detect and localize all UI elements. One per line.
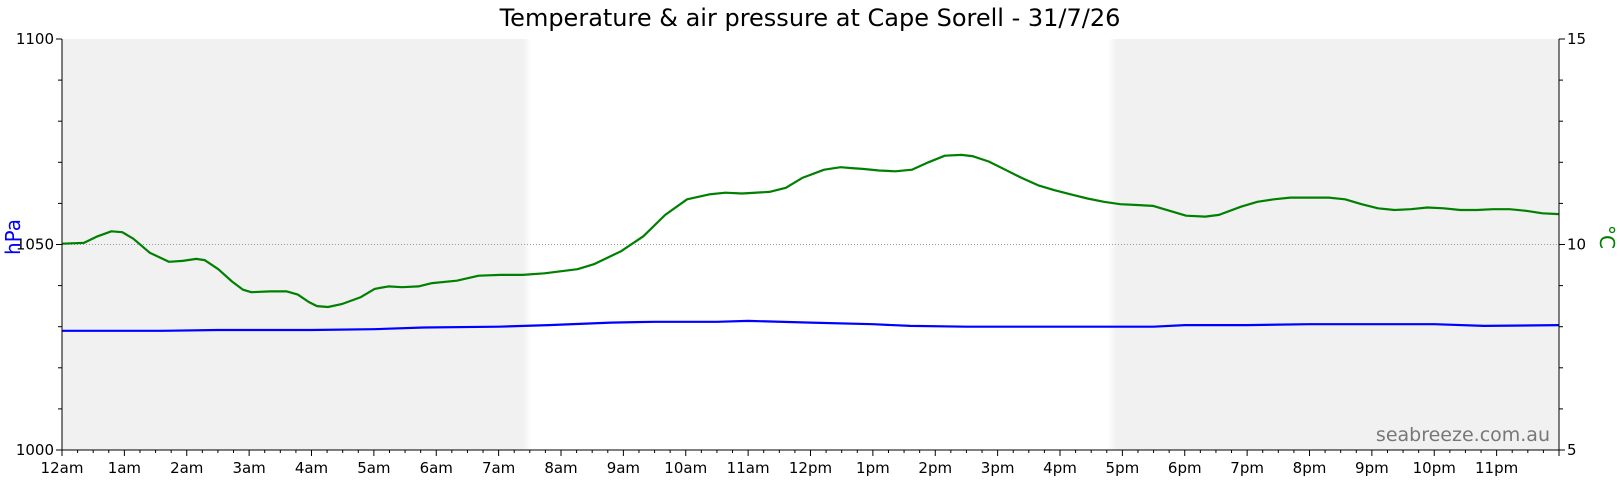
x-tick-label: 5pm bbox=[1106, 459, 1140, 477]
series-layer bbox=[61, 153, 1560, 332]
x-tick-label: 7am bbox=[482, 459, 515, 477]
y-right-tick-label: 15 bbox=[1567, 30, 1586, 48]
x-tick-label: 11am bbox=[727, 459, 770, 477]
y-left-tick-label: 1000 bbox=[16, 441, 54, 459]
x-tick-label: 11pm bbox=[1475, 459, 1518, 477]
x-tick-label: 6pm bbox=[1168, 459, 1202, 477]
x-tick-label: 12am bbox=[41, 459, 84, 477]
x-axis-ticks: 12am 1am 2am 3am 4am 5am 6am 7am 8am 9am 10am 11am 1… bbox=[41, 450, 1560, 477]
x-tick-label: 12pm bbox=[789, 459, 832, 477]
chart-title: Temperature & air pressure at Cape Sorel… bbox=[499, 4, 1121, 32]
x-tick-label: 2am bbox=[170, 459, 203, 477]
x-tick-label: 10pm bbox=[1413, 459, 1456, 477]
x-tick-label: 8am bbox=[544, 459, 577, 477]
x-tick-label: 5am bbox=[357, 459, 390, 477]
y-right-tick-label: 5 bbox=[1567, 441, 1577, 459]
x-tick-label: 7pm bbox=[1230, 459, 1264, 477]
x-tick-label: 4am bbox=[295, 459, 328, 477]
x-tick-label: 9pm bbox=[1355, 459, 1389, 477]
x-tick-label: 6am bbox=[420, 459, 453, 477]
y-axis-left-label: hPa bbox=[1, 219, 25, 255]
y-right-tick-label: 10 bbox=[1567, 236, 1586, 254]
y-left-tick-label: 1050 bbox=[16, 236, 54, 254]
x-tick-label: 9am bbox=[607, 459, 640, 477]
watermark-text: seabreeze.com.au bbox=[1376, 424, 1550, 446]
x-tick-label: 3pm bbox=[981, 459, 1015, 477]
x-tick-label: 4pm bbox=[1043, 459, 1077, 477]
temperature-series-line bbox=[61, 153, 1560, 309]
y-axis-left-ticks: 1000 1050 1100 bbox=[16, 30, 62, 459]
y-axis-right-ticks: 5 10 15 bbox=[1559, 30, 1586, 459]
y-left-tick-label: 1100 bbox=[16, 30, 54, 48]
x-tick-label: 8pm bbox=[1293, 459, 1327, 477]
x-tick-label: 2pm bbox=[918, 459, 952, 477]
x-tick-label: 10am bbox=[664, 459, 707, 477]
x-tick-label: 1pm bbox=[856, 459, 890, 477]
y-axis-right-label: °C bbox=[1595, 225, 1619, 249]
pressure-series-line bbox=[62, 319, 1560, 332]
x-tick-label: 1am bbox=[108, 459, 141, 477]
x-tick-label: 3am bbox=[232, 459, 265, 477]
